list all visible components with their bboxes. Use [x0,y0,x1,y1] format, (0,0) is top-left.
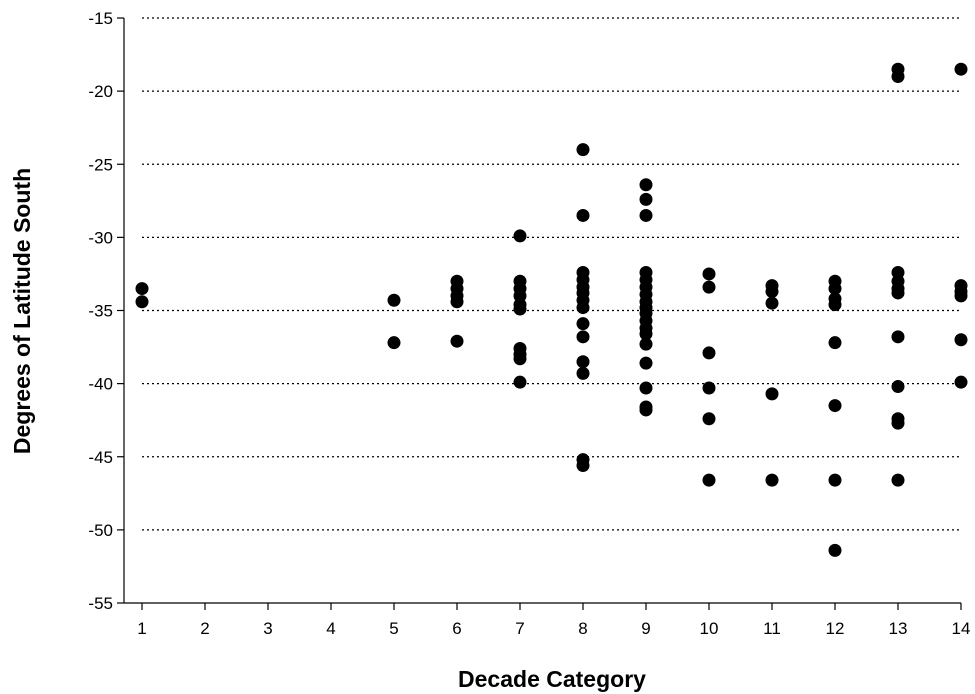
x-tick-label: 14 [952,619,971,638]
data-point [576,317,590,331]
data-point [576,366,590,380]
data-point [828,399,842,413]
gridlines [142,17,961,531]
x-tick-label: 11 [763,619,781,638]
x-tick-label: 12 [826,619,845,638]
data-point [765,387,779,401]
data-point [954,375,968,389]
data-point [891,70,905,83]
data-point [891,380,905,394]
data-point [639,192,653,206]
x-tick-label: 1 [137,619,146,638]
data-point [828,336,842,350]
data-point [828,282,842,296]
data-point [135,295,149,309]
data-point [702,267,716,281]
data-point [639,356,653,370]
x-tick-label: 10 [700,619,719,638]
data-point [702,280,716,294]
x-tick-label: 8 [578,619,587,638]
data-points [135,62,968,557]
data-point [702,381,716,395]
data-point [891,473,905,487]
x-tick-label: 2 [200,619,209,638]
data-point [891,416,905,430]
data-point [828,543,842,557]
y-tick-label: -45 [88,448,113,467]
data-point [639,327,653,341]
data-point [828,473,842,487]
data-point [513,375,527,389]
data-point [639,381,653,395]
data-point [702,473,716,487]
data-point [135,282,149,296]
data-point [576,330,590,344]
data-point [702,412,716,426]
data-point [954,62,968,76]
data-point [639,178,653,192]
y-tick-label: -20 [88,82,113,101]
y-tick-label: -15 [88,9,113,28]
data-point [639,208,653,222]
y-tick-label: -30 [88,228,113,247]
y-tick-label: -55 [88,594,113,613]
data-point [387,336,401,350]
data-point [513,229,527,243]
data-point [891,330,905,344]
data-point [513,352,527,366]
data-point [450,295,464,309]
x-tick-label: 13 [889,619,908,638]
x-tick-label: 4 [326,619,335,638]
data-point [576,143,590,157]
x-tick-label: 5 [389,619,398,638]
data-point [576,301,590,315]
y-tick-label: -35 [88,302,113,321]
data-point [576,355,590,369]
y-tick-label: -50 [88,521,113,540]
y-tick-label: -25 [88,155,113,174]
y-tick-label: -40 [88,375,113,394]
x-tick-label: 6 [452,619,461,638]
x-tick-label: 9 [641,619,650,638]
data-point [765,284,779,298]
x-axis-ticks: 1 2 3 4 5 6 7 8 9 10 11 12 13 14 [137,603,970,638]
data-point [954,333,968,347]
data-point [891,286,905,300]
data-point [954,289,968,303]
y-axis-title: Degrees of Latitude South [9,168,35,454]
data-point [639,403,653,417]
data-point [828,298,842,312]
data-point [765,296,779,310]
data-point [576,459,590,473]
y-axis-ticks: -15 -20 -25 -30 -35 -40 -45 -50 -55 [88,9,124,613]
data-point [765,473,779,487]
data-point [450,334,464,348]
x-tick-label: 3 [263,619,272,638]
data-point [576,208,590,222]
data-point [387,293,401,307]
data-point [513,302,527,316]
x-axis-title: Decade Category [458,666,646,692]
data-point [702,346,716,360]
x-tick-label: 7 [515,619,524,638]
data-point [639,337,653,351]
